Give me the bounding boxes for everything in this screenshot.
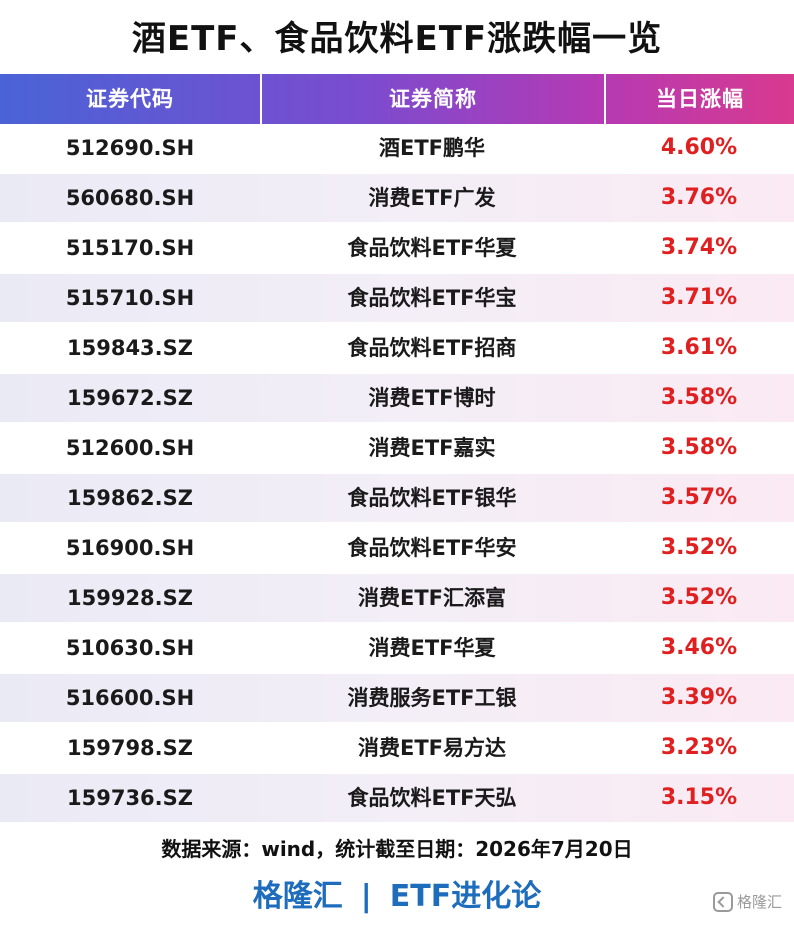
cell-code: 512690.SH: [65, 136, 195, 160]
brand-divider: |: [360, 879, 372, 914]
cell-change: 3.57%: [660, 485, 738, 510]
cell-name: 消费ETF易方达: [357, 736, 506, 760]
cell-code: 159843.SZ: [67, 336, 193, 360]
table-body: 512690.SH 酒ETF鹏华 4.60% 560680.SH 消费ETF广发 3.76…: [0, 124, 794, 824]
cell-change: 3.58%: [660, 435, 738, 460]
cell-name: 酒ETF鹏华: [378, 136, 485, 160]
cell-name: 食品饮料ETF银华: [347, 486, 517, 510]
table-row: 512690.SH 酒ETF鹏华 4.60%: [0, 124, 794, 174]
cell-change: 3.76%: [660, 185, 738, 210]
cell-name: 食品饮料ETF华夏: [347, 236, 517, 260]
cell-code: 560680.SH: [65, 186, 195, 210]
cell-change: 4.60%: [660, 135, 738, 160]
table-row: 159843.SZ 食品饮料ETF招商 3.61%: [0, 324, 794, 374]
cell-name: 食品饮料ETF华宝: [347, 286, 517, 310]
cell-code: 512600.SH: [65, 436, 195, 460]
cell-code: 516600.SH: [65, 686, 195, 710]
cell-change: 3.46%: [660, 635, 738, 660]
cell-change: 3.71%: [660, 285, 738, 310]
etf-change-table: 证券代码 证券简称 当日涨幅 512690.SH 酒ETF鹏华 4.60% 56068…: [0, 74, 794, 824]
cell-name: 消费ETF博时: [368, 386, 496, 410]
header-divider: [604, 74, 606, 124]
cell-code: 159736.SZ: [67, 786, 193, 810]
cell-change: 3.52%: [660, 585, 738, 610]
brand-right: ETF进化论: [389, 879, 542, 914]
cell-name: 消费ETF汇添富: [357, 586, 506, 610]
cell-code: 515170.SH: [65, 236, 195, 260]
brand-banner: 格隆汇 | ETF进化论: [0, 874, 794, 920]
gelonghui-logo-icon: [712, 891, 733, 912]
cell-change: 3.52%: [660, 535, 738, 560]
table-row: 560680.SH 消费ETF广发 3.76%: [0, 174, 794, 224]
header-code: 证券代码: [86, 87, 174, 111]
table-header: 证券代码 证券简称 当日涨幅: [0, 74, 794, 124]
brand-left: 格隆汇: [252, 879, 343, 914]
cell-code: 159672.SZ: [67, 386, 193, 410]
cell-name: 消费ETF嘉实: [368, 436, 496, 460]
cell-name: 食品饮料ETF招商: [347, 336, 517, 360]
table-row: 159672.SZ 消费ETF博时 3.58%: [0, 374, 794, 424]
cell-change: 3.74%: [660, 235, 738, 260]
table-row: 516600.SH 消费服务ETF工银 3.39%: [0, 674, 794, 724]
table-row: 159862.SZ 食品饮料ETF银华 3.57%: [0, 474, 794, 524]
cell-code: 510630.SH: [65, 636, 195, 660]
cell-name: 消费ETF华夏: [368, 636, 496, 660]
cell-change: 3.61%: [660, 335, 738, 360]
table-row: 159736.SZ 食品饮料ETF天弘 3.15%: [0, 774, 794, 824]
table-row: 159798.SZ 消费ETF易方达 3.23%: [0, 724, 794, 774]
table-row: 159928.SZ 消费ETF汇添富 3.52%: [0, 574, 794, 624]
cell-code: 159928.SZ: [67, 586, 193, 610]
header-divider: [260, 74, 262, 124]
cell-code: 515710.SH: [65, 286, 195, 310]
watermark: 格隆汇: [712, 891, 782, 912]
cell-name: 消费服务ETF工银: [347, 686, 517, 710]
cell-name: 食品饮料ETF华安: [347, 536, 517, 560]
table-row: 515710.SH 食品饮料ETF华宝 3.71%: [0, 274, 794, 324]
watermark-text: 格隆汇: [736, 893, 782, 911]
cell-change: 3.23%: [660, 735, 738, 760]
header-change: 当日涨幅: [656, 87, 744, 111]
cell-code: 159862.SZ: [67, 486, 193, 510]
cell-code: 516900.SH: [65, 536, 195, 560]
table-row: 516900.SH 食品饮料ETF华安 3.52%: [0, 524, 794, 574]
table-row: 510630.SH 消费ETF华夏 3.46%: [0, 624, 794, 674]
header-name: 证券简称: [389, 87, 477, 111]
cell-change: 3.39%: [660, 685, 738, 710]
page-title: 酒ETF、食品饮料ETF涨跌幅一览: [131, 19, 663, 59]
cell-change: 3.15%: [660, 785, 738, 810]
cell-name: 食品饮料ETF天弘: [347, 786, 517, 810]
cell-name: 消费ETF广发: [368, 186, 496, 210]
table-row: 512600.SH 消费ETF嘉实 3.58%: [0, 424, 794, 474]
table-row: 515170.SH 食品饮料ETF华夏 3.74%: [0, 224, 794, 274]
cell-code: 159798.SZ: [67, 736, 193, 760]
cell-change: 3.58%: [660, 385, 738, 410]
source-note: 数据来源：wind，统计截至日期：2026年7月20日: [161, 837, 633, 861]
